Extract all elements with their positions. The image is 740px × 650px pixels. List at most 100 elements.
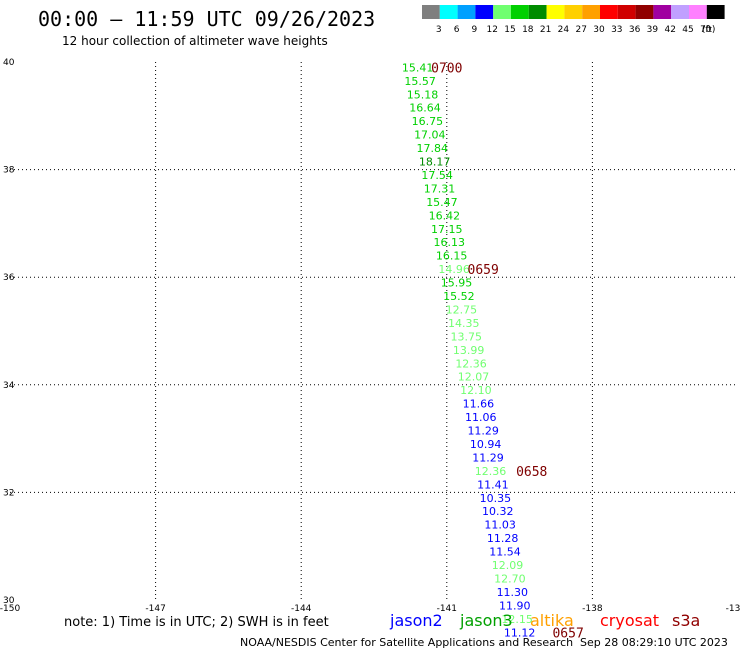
wave-height-point: 15.57 bbox=[404, 75, 436, 88]
wave-height-point: 17.04 bbox=[414, 129, 446, 142]
wave-height-point: 11.03 bbox=[484, 519, 516, 532]
legend-swatch bbox=[546, 5, 565, 19]
wave-height-point: 15.41 bbox=[402, 61, 434, 74]
legend-label: 12 bbox=[486, 25, 497, 35]
wave-height-point: 12.07 bbox=[458, 371, 490, 384]
wave-height-point: 11.29 bbox=[467, 425, 499, 438]
satellite-jason3: jason3 bbox=[459, 611, 513, 630]
wave-height-point: 17.84 bbox=[416, 142, 448, 155]
wave-height-point: 10.94 bbox=[470, 438, 502, 451]
time-label: 0659 bbox=[468, 263, 499, 278]
y-tick-label: 32 bbox=[3, 488, 14, 498]
legend-label: 27 bbox=[575, 25, 586, 35]
satellite-altika: altika bbox=[530, 611, 574, 630]
legend-label: 30 bbox=[593, 25, 605, 35]
x-tick-label: -150 bbox=[0, 604, 20, 614]
legend-swatch bbox=[422, 5, 440, 19]
time-label: 0657 bbox=[552, 626, 583, 641]
wave-height-point: 10.35 bbox=[480, 492, 512, 505]
color-legend: 3 6 9 12 15 18 21 24 27 30 33 36 39 42 45 70(ft) bbox=[422, 5, 725, 35]
x-tick-label: -147 bbox=[145, 604, 165, 614]
x-tick-label: -13 bbox=[726, 604, 740, 614]
wave-height-point: 17.31 bbox=[424, 182, 456, 195]
wave-height-point: 11.66 bbox=[463, 398, 495, 411]
legend-label: 42 bbox=[664, 25, 675, 35]
wave-height-point: 12.70 bbox=[494, 572, 526, 585]
legend-label: 15 bbox=[504, 25, 515, 35]
satellite-s3a: s3a bbox=[672, 611, 700, 630]
wave-height-point: 17.15 bbox=[431, 223, 463, 236]
wave-height-point: 13.99 bbox=[453, 344, 485, 357]
legend-label: 33 bbox=[611, 25, 622, 35]
legend-swatch bbox=[439, 5, 458, 19]
legend-swatch bbox=[493, 5, 511, 19]
legend-swatch bbox=[475, 5, 494, 19]
chart-subtitle: 12 hour collection of altimeter wave hei… bbox=[62, 34, 328, 48]
legend-label: 9 bbox=[472, 25, 478, 35]
wave-height-point: 11.29 bbox=[472, 451, 504, 464]
legend-swatch bbox=[706, 5, 725, 19]
satellite-legend: jason2 jason3 altika cryosat s3a bbox=[389, 611, 700, 630]
legend-swatch bbox=[582, 5, 600, 19]
legend-swatch bbox=[511, 5, 529, 19]
wave-height-point: 14.96 bbox=[438, 263, 470, 276]
wave-height-point: 16.15 bbox=[436, 250, 468, 263]
y-tick-label: 38 bbox=[3, 166, 15, 176]
wave-height-point: 16.75 bbox=[412, 115, 444, 128]
legend-unit: (ft) bbox=[702, 25, 716, 35]
wave-height-point: 12.36 bbox=[455, 357, 487, 370]
wave-height-point: 16.13 bbox=[433, 236, 465, 249]
wave-height-point: 12.75 bbox=[446, 303, 478, 316]
legend-swatch bbox=[564, 5, 583, 19]
footer-note: note: 1) Time is in UTC; 2) SWH is in fe… bbox=[64, 615, 329, 630]
legend-label: 39 bbox=[647, 25, 659, 35]
wave-height-point: 11.28 bbox=[487, 532, 519, 545]
wave-height-point: 12.36 bbox=[475, 465, 507, 478]
wave-height-point: 15.47 bbox=[426, 196, 458, 209]
wave-height-point: 10.32 bbox=[482, 505, 514, 518]
time-label: 0658 bbox=[516, 465, 547, 480]
legend-label: 36 bbox=[629, 25, 641, 35]
wave-height-point: 18.17 bbox=[419, 156, 451, 169]
satellite-jason2: jason2 bbox=[389, 611, 443, 630]
wave-height-point: 12.10 bbox=[460, 384, 492, 397]
x-tick-label: -141 bbox=[437, 604, 457, 614]
wave-height-point: 14.35 bbox=[448, 317, 480, 330]
wave-height-point: 11.41 bbox=[477, 478, 509, 491]
wave-height-point: 11.30 bbox=[497, 586, 529, 599]
legend-label: 18 bbox=[522, 25, 534, 35]
legend-swatch bbox=[653, 5, 672, 19]
wave-height-point: 11.90 bbox=[499, 599, 531, 612]
wave-height-point: 13.75 bbox=[450, 330, 482, 343]
legend-swatch bbox=[635, 5, 654, 19]
wave-height-point: 11.54 bbox=[489, 546, 521, 559]
legend-label: 21 bbox=[540, 25, 551, 35]
wave-height-point: 11.06 bbox=[465, 411, 497, 424]
legend-label: 70 bbox=[700, 25, 712, 35]
legend-swatch bbox=[617, 5, 636, 19]
y-tick-label: 36 bbox=[3, 273, 15, 283]
y-tick-label: 40 bbox=[3, 58, 15, 68]
legend-label: 6 bbox=[454, 25, 460, 35]
wave-height-point: 12.15 bbox=[501, 613, 533, 626]
satellite-cryosat: cryosat bbox=[600, 611, 659, 630]
wave-height-point: 16.42 bbox=[429, 209, 461, 222]
legend-swatch bbox=[689, 5, 707, 19]
x-tick-label: -138 bbox=[582, 604, 603, 614]
legend-label: 24 bbox=[558, 25, 570, 35]
legend-swatch bbox=[457, 5, 476, 19]
wave-height-point: 16.64 bbox=[409, 102, 441, 115]
wave-height-point: 12.09 bbox=[492, 559, 524, 572]
grid-lines bbox=[10, 62, 738, 600]
axis-ticks: -150 -147 -144 -141 -138 -13 30 32 34 36 38 40 bbox=[0, 58, 740, 614]
y-tick-label: 34 bbox=[3, 381, 15, 391]
legend-label: 3 bbox=[436, 25, 442, 35]
legend-swatch bbox=[671, 5, 689, 19]
time-labels: 0700 0659 0658 0657 bbox=[431, 61, 584, 641]
wave-height-point: 15.18 bbox=[407, 88, 439, 101]
data-points: 15.4115.5715.1816.6416.7517.0417.8418.17… bbox=[402, 61, 535, 639]
legend-swatch bbox=[528, 5, 547, 19]
time-label: 0700 bbox=[431, 61, 462, 76]
wave-height-point: 15.95 bbox=[441, 277, 473, 290]
